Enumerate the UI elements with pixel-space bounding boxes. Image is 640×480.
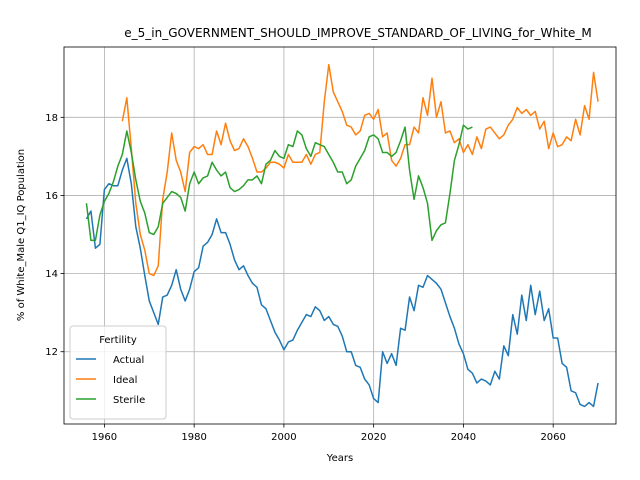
legend-box xyxy=(69,325,167,420)
y-axis-label: % of White_Male Q1_IQ Population xyxy=(16,149,27,321)
legend-label-ideal: Ideal xyxy=(113,375,137,386)
chart-title: e_5_in_GOVERNMENT_SHOULD_IMPROVE_STANDAR… xyxy=(124,26,591,40)
x-tick-label: 2060 xyxy=(540,432,565,443)
y-tick-label: 16 xyxy=(45,191,58,202)
x-tick-label: 2000 xyxy=(271,432,296,443)
y-tick-label: 12 xyxy=(45,347,58,358)
y-tick-label: 14 xyxy=(45,269,58,280)
series-line-actual xyxy=(85,157,599,408)
series-line-sterile xyxy=(85,124,473,242)
plot-frame xyxy=(63,46,617,425)
x-axis: 1960 1980 2000 2020 2040 2060 xyxy=(92,424,566,443)
series-line-ideal xyxy=(121,63,599,277)
x-axis-label: Years xyxy=(326,453,353,464)
x-tick-label: 2020 xyxy=(361,432,386,443)
y-tick-label: 18 xyxy=(45,113,58,124)
legend-label-sterile: Sterile xyxy=(113,395,145,406)
grid xyxy=(64,47,616,424)
legend-title: Fertility xyxy=(99,335,137,346)
x-tick-label: 1960 xyxy=(92,432,117,443)
legend: Fertility Actual Ideal Sterile xyxy=(69,325,167,420)
y-axis: 12 14 16 18 xyxy=(45,113,64,358)
series-lines xyxy=(85,63,599,408)
x-tick-label: 1980 xyxy=(181,432,206,443)
legend-label-actual: Actual xyxy=(113,355,144,366)
x-tick-label: 2040 xyxy=(451,432,476,443)
